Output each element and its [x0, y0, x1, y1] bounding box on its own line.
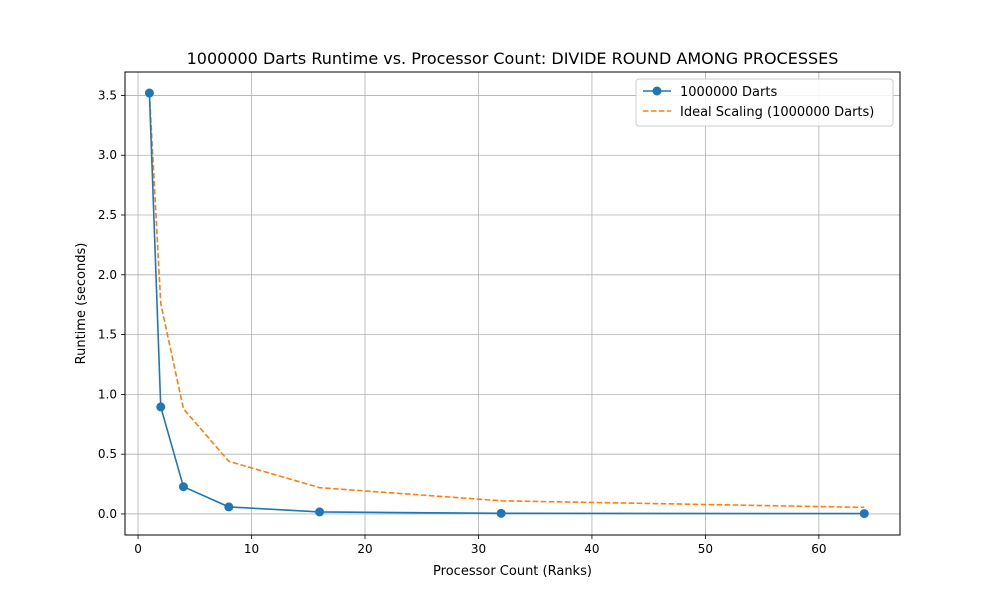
data-point-1000000-darts — [156, 402, 166, 412]
x-tick-label: 20 — [357, 542, 372, 556]
x-tick-label: 0 — [134, 542, 142, 556]
x-tick-label: 30 — [471, 542, 486, 556]
ticks: 0 10 20 30 40 50 60 0.0 0.5 1.0 1.5 2.0 2.5 3.0 3.5 — [98, 88, 827, 556]
data-point-1000000-darts — [144, 88, 154, 98]
series-layer — [144, 88, 869, 519]
x-tick-label: 40 — [584, 542, 599, 556]
data-point-1000000-darts — [315, 507, 325, 517]
y-tick-label: 2.0 — [98, 268, 117, 282]
legend-label-1000000-darts: 1000000 Darts — [680, 85, 777, 100]
chart-title: 1000000 Darts Runtime vs. Processor Coun… — [187, 49, 839, 68]
y-axis-label: Runtime (seconds) — [74, 243, 89, 365]
grid — [125, 72, 900, 535]
y-tick-label: 3.5 — [98, 88, 117, 102]
data-point-1000000-darts — [224, 502, 234, 512]
x-tick-label: 50 — [698, 542, 713, 556]
legend-box — [635, 78, 894, 127]
legend-marker-1000000-darts — [652, 86, 662, 96]
y-tick-label: 0.5 — [98, 447, 117, 461]
series-line-ideal-scaling — [148, 93, 865, 509]
y-tick-label: 1.5 — [98, 328, 117, 342]
data-point-1000000-darts — [496, 508, 506, 518]
x-tick-label: 60 — [811, 542, 826, 556]
y-tick-label: 1.0 — [98, 387, 117, 401]
plot-frame — [124, 71, 901, 536]
data-point-1000000-darts — [178, 482, 188, 492]
legend-label-ideal-scaling: Ideal Scaling (1000000 Darts) — [680, 105, 874, 120]
x-axis-label: Processor Count (Ranks) — [433, 564, 592, 579]
x-tick-label: 10 — [244, 542, 259, 556]
y-tick-label: 0.0 — [98, 507, 117, 521]
legend: 1000000 Darts Ideal Scaling (1000000 Dar… — [635, 78, 894, 127]
y-tick-label: 2.5 — [98, 208, 117, 222]
data-point-1000000-darts — [859, 509, 869, 519]
y-tick-label: 3.0 — [98, 148, 117, 162]
